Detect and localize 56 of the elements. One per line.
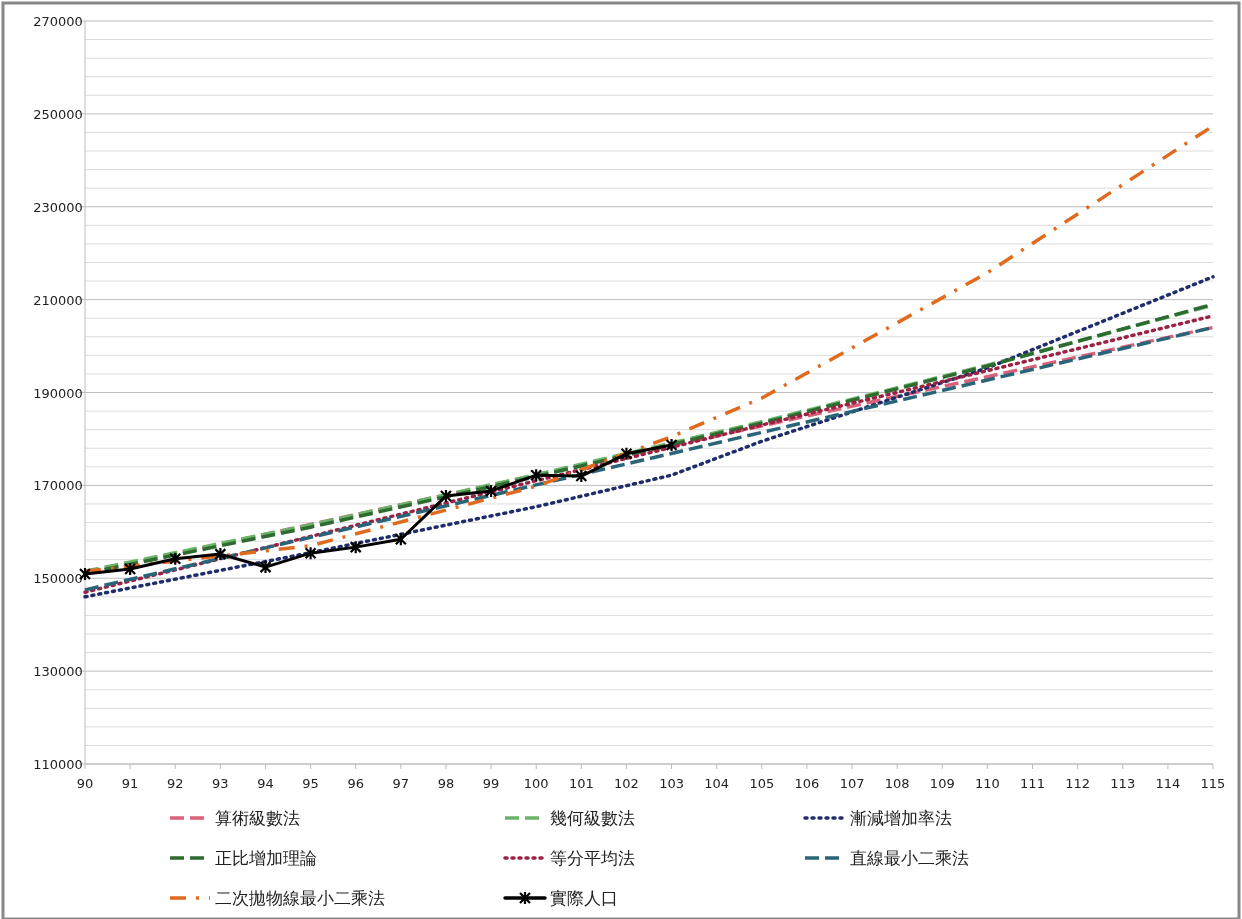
point [620, 446, 633, 461]
legend-label: 等分平均法 [550, 848, 635, 868]
point [439, 488, 453, 504]
x-tick-label: 108 [884, 776, 910, 791]
x-tick-label: 111 [1020, 776, 1045, 791]
x-tick-label: 102 [614, 776, 639, 791]
x-tick-label: 94 [257, 776, 274, 791]
y-tick-label: 130000 [33, 664, 83, 680]
point [394, 532, 407, 547]
point [304, 546, 317, 561]
y-tick-label: 250000 [33, 106, 83, 122]
y-tick-label: 190000 [33, 385, 83, 401]
y-tick-label: 230000 [33, 199, 83, 215]
point [349, 540, 362, 555]
x-tick-label: 97 [392, 776, 410, 791]
y-tick-label: 170000 [33, 478, 83, 494]
y-tick-label: 110000 [33, 757, 83, 772]
point [484, 483, 498, 499]
point [124, 561, 137, 577]
legend-label: 直線最小二乘法 [850, 848, 969, 868]
x-tick-label: 110 [974, 776, 1000, 791]
x-tick-label: 104 [704, 776, 730, 791]
point [530, 468, 543, 483]
x-tick-label: 113 [1110, 776, 1136, 791]
x-tick-label: 105 [749, 776, 775, 791]
point [575, 468, 588, 484]
x-tick-label: 95 [302, 776, 319, 791]
point [259, 560, 272, 575]
x-tick-label: 92 [166, 776, 184, 791]
x-tick-label: 100 [523, 776, 549, 791]
legend-label: 幾何級數法 [550, 808, 635, 828]
y-tick-label: 270000 [33, 14, 83, 29]
legend-label: 二次拋物線最小二乘法 [215, 888, 385, 908]
x-tick-label: 90 [76, 776, 94, 791]
x-tick-label: 107 [839, 776, 865, 791]
point [169, 551, 182, 566]
x-tick-label: 98 [437, 776, 455, 791]
legend-label: 漸減增加率法 [850, 808, 952, 828]
point [665, 437, 678, 453]
y-tick-label: 150000 [33, 571, 83, 587]
point [214, 547, 227, 562]
x-tick-label: 114 [1155, 776, 1181, 791]
x-tick-label: 109 [929, 776, 955, 791]
x-tick-label: 91 [121, 776, 139, 791]
x-tick-label: 96 [347, 776, 364, 791]
x-tick-label: 99 [482, 776, 500, 791]
legend-label: 算術級數法 [215, 808, 300, 828]
x-tick-label: 115 [1200, 776, 1226, 791]
x-tick-label: 112 [1065, 776, 1091, 791]
x-tick-label: 93 [212, 776, 229, 791]
x-tick-label: 103 [659, 776, 684, 791]
legend-label: 實際人口 [550, 888, 618, 908]
legend-label: 正比增加理論 [215, 848, 317, 868]
y-tick-label: 210000 [33, 292, 83, 308]
x-tick-label: 106 [794, 776, 820, 791]
x-tick-label: 101 [568, 776, 594, 791]
